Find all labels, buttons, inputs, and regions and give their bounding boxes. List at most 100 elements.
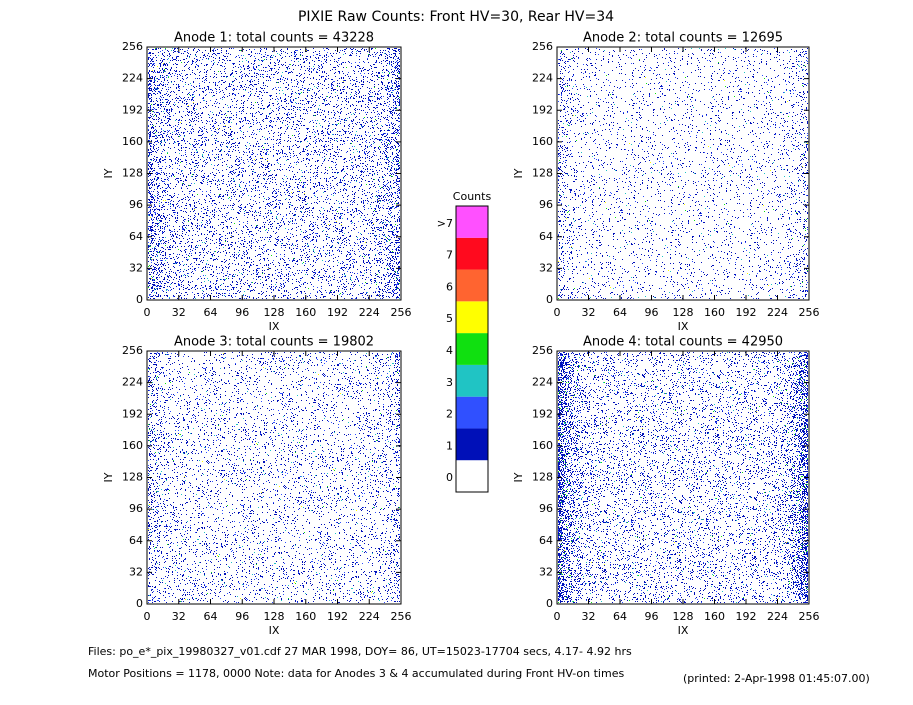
y-tick-label: 0 (136, 293, 143, 306)
x-tick-label: 160 (704, 610, 725, 623)
y-tick-label: 128 (122, 471, 143, 484)
y-tick-label: 64 (129, 534, 143, 547)
panel-title: Anode 3: total counts = 19802 (174, 335, 374, 350)
x-axis-label: IX (678, 320, 689, 333)
files-line: Files: po_e*_pix_19980327_v01.cdf 27 MAR… (88, 645, 632, 658)
x-tick-label: 256 (799, 306, 820, 319)
y-tick-label: 128 (532, 167, 553, 180)
x-tick-label: 256 (391, 610, 412, 623)
colorbar-label: 2 (446, 408, 453, 421)
y-tick-label: 32 (539, 565, 553, 578)
x-tick-label: 64 (613, 306, 627, 319)
x-tick-label: 128 (264, 306, 285, 319)
y-tick-label: 192 (122, 407, 143, 420)
x-tick-label: 96 (235, 610, 249, 623)
y-tick-label: 128 (122, 167, 143, 180)
panel-title: Anode 4: total counts = 42950 (583, 335, 783, 350)
x-tick-label: 160 (295, 610, 316, 623)
colorbar-label: 6 (446, 280, 453, 293)
colorbar-swatch (456, 269, 488, 302)
count-texture (148, 48, 400, 299)
y-tick-label: 160 (532, 135, 553, 148)
count-texture (148, 48, 400, 299)
colorbar-label: 1 (446, 439, 453, 452)
x-tick-label: 224 (359, 610, 380, 623)
y-axis-label: IY (512, 472, 525, 482)
y-tick-label: 96 (539, 198, 553, 211)
plot-frame (146, 350, 402, 605)
colorbar-swatch (456, 428, 488, 461)
x-tick-label: 64 (613, 610, 627, 623)
plot-frame (556, 46, 810, 301)
y-tick-label: 32 (129, 565, 143, 578)
colorbar-label: 5 (446, 312, 453, 325)
y-axis-label: IY (102, 168, 115, 178)
colorbar-label: 0 (446, 471, 453, 484)
x-tick-label: 32 (172, 306, 186, 319)
colorbar-swatch (456, 364, 488, 397)
x-axis-label: IX (269, 624, 280, 637)
y-axis-label: IY (102, 472, 115, 482)
panel-title: Anode 2: total counts = 12695 (583, 31, 783, 46)
y-axis-label: IY (512, 168, 525, 178)
y-tick-label: 224 (122, 376, 143, 389)
x-tick-label: 160 (295, 306, 316, 319)
x-tick-label: 128 (673, 610, 694, 623)
x-tick-label: 128 (264, 610, 285, 623)
x-tick-label: 96 (235, 306, 249, 319)
colorbar-swatch (456, 301, 488, 334)
x-tick-label: 0 (554, 610, 561, 623)
y-tick-label: 0 (546, 293, 553, 306)
colorbar-swatch (456, 237, 488, 270)
y-tick-label: 32 (129, 261, 143, 274)
x-tick-label: 160 (704, 306, 725, 319)
x-tick-label: 192 (736, 306, 757, 319)
colorbar-swatch (456, 460, 488, 492)
y-tick-label: 256 (532, 40, 553, 53)
y-tick-label: 96 (129, 198, 143, 211)
y-tick-label: 224 (532, 376, 553, 389)
y-tick-label: 192 (532, 103, 553, 116)
x-tick-label: 224 (359, 306, 380, 319)
x-tick-label: 32 (582, 610, 596, 623)
y-tick-label: 96 (539, 502, 553, 515)
x-tick-label: 64 (204, 610, 218, 623)
x-tick-label: 224 (767, 306, 788, 319)
colorbar-label: 4 (446, 344, 453, 357)
count-texture (148, 357, 400, 602)
colorbar-swatch (456, 333, 488, 365)
x-tick-label: 0 (144, 610, 151, 623)
figure-title: PIXIE Raw Counts: Front HV=30, Rear HV=3… (298, 9, 614, 25)
y-tick-label: 160 (122, 439, 143, 452)
colorbar-label: 3 (446, 376, 453, 389)
y-tick-label: 96 (129, 502, 143, 515)
colorbar-label: >7 (437, 217, 453, 230)
x-tick-label: 96 (645, 306, 659, 319)
x-tick-label: 0 (554, 306, 561, 319)
x-tick-label: 192 (736, 610, 757, 623)
colorbar-frame (455, 205, 489, 493)
count-texture (558, 48, 808, 299)
y-tick-label: 64 (539, 230, 553, 243)
y-tick-label: 128 (532, 471, 553, 484)
count-texture (558, 77, 808, 290)
x-tick-label: 192 (327, 610, 348, 623)
y-tick-label: 160 (122, 135, 143, 148)
count-texture (148, 48, 400, 299)
y-tick-label: 0 (546, 597, 553, 610)
y-tick-label: 256 (122, 344, 143, 357)
x-tick-label: 192 (327, 306, 348, 319)
y-tick-label: 64 (539, 534, 553, 547)
y-tick-label: 256 (122, 40, 143, 53)
count-texture (148, 352, 400, 603)
x-tick-label: 128 (673, 306, 694, 319)
x-tick-label: 256 (391, 306, 412, 319)
x-tick-label: 32 (582, 306, 596, 319)
x-tick-label: 32 (172, 610, 186, 623)
y-tick-label: 192 (532, 407, 553, 420)
y-tick-label: 256 (532, 344, 553, 357)
x-tick-label: 224 (767, 610, 788, 623)
y-tick-label: 64 (129, 230, 143, 243)
y-tick-label: 160 (532, 439, 553, 452)
